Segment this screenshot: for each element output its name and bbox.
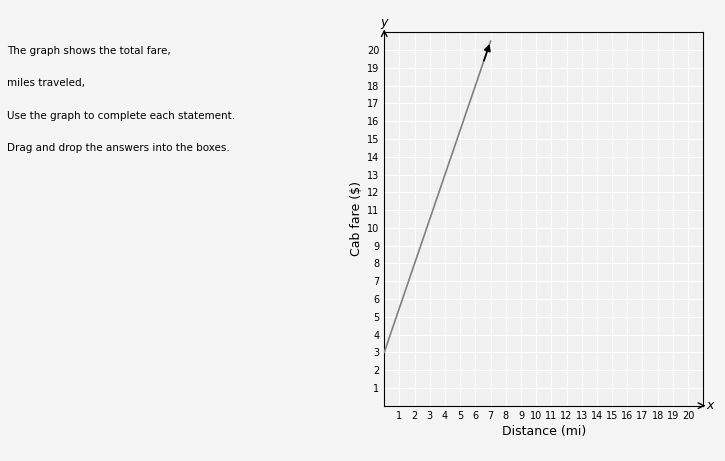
Y-axis label: Cab fare ($): Cab fare ($)	[350, 182, 362, 256]
X-axis label: Distance (mi): Distance (mi)	[502, 425, 586, 437]
Text: x: x	[706, 399, 714, 412]
Text: Use the graph to complete each statement.: Use the graph to complete each statement…	[7, 111, 236, 121]
Text: The graph shows the total fare,: The graph shows the total fare,	[7, 46, 174, 56]
Text: miles traveled,: miles traveled,	[7, 78, 88, 89]
Text: Drag and drop the answers into the boxes.: Drag and drop the answers into the boxes…	[7, 143, 230, 153]
Text: y: y	[381, 16, 388, 29]
